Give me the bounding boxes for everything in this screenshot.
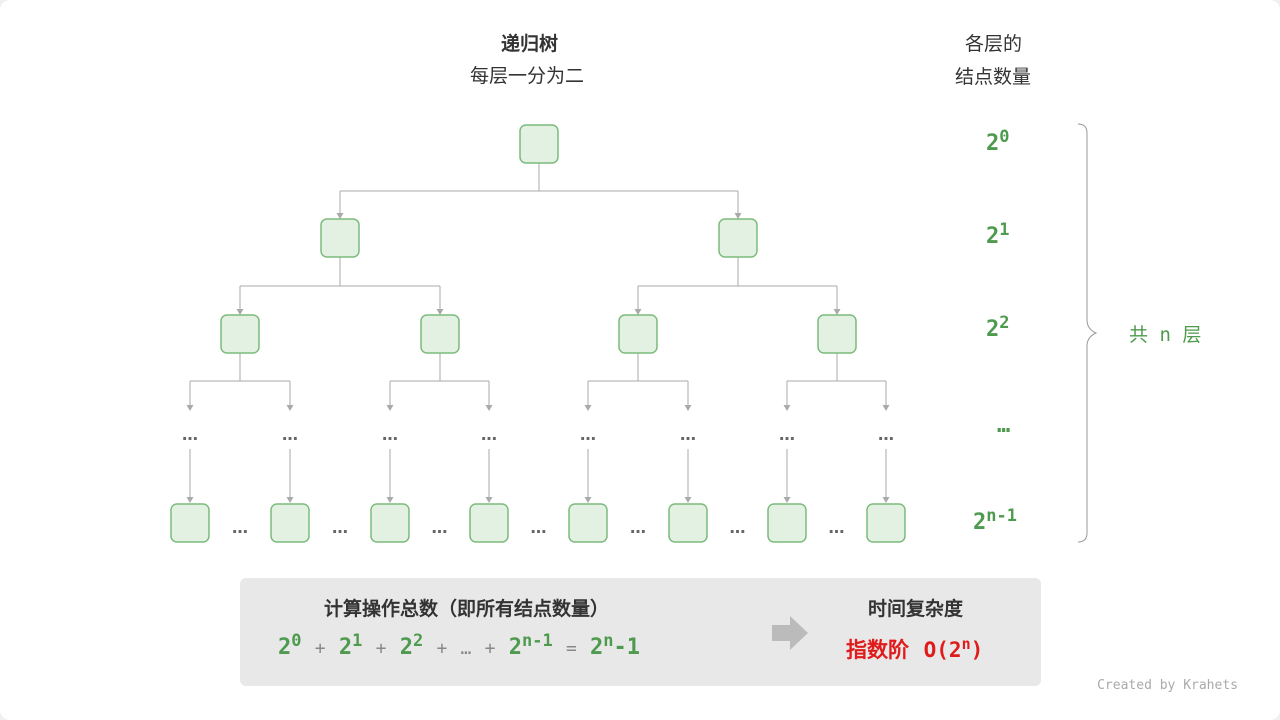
brace bbox=[1077, 123, 1098, 543]
ellipsis: … bbox=[232, 518, 248, 537]
level-count-ellipsis: … bbox=[997, 413, 1011, 438]
arrow-head bbox=[186, 405, 194, 411]
arrow-head bbox=[286, 497, 294, 503]
tree-node bbox=[817, 314, 857, 354]
arrow-head bbox=[882, 405, 890, 411]
arrow-head bbox=[336, 213, 344, 219]
tree-node bbox=[718, 218, 758, 258]
complexity-title: 时间复杂度 bbox=[868, 598, 964, 620]
arrow-head bbox=[485, 497, 493, 503]
tree-node bbox=[220, 314, 260, 354]
levels-title-2: 结点数量 bbox=[955, 66, 1032, 88]
ellipsis: … bbox=[432, 518, 448, 537]
summary-formula: 20 + 21 + 22 + … + 2n-1 = 2n-1 bbox=[278, 631, 641, 660]
ellipsis: … bbox=[382, 425, 398, 444]
term-2: 22 bbox=[399, 631, 424, 660]
ellipsis: … bbox=[531, 518, 547, 537]
tree-title: 递归树 bbox=[501, 33, 559, 55]
tree-node bbox=[420, 314, 460, 354]
tree-subtitle: 每层一分为二 bbox=[470, 65, 585, 87]
summary-title: 计算操作总数（即所有结点数量） bbox=[324, 598, 610, 620]
tree-node bbox=[270, 503, 310, 543]
arrow-head bbox=[882, 497, 890, 503]
ellipsis: … bbox=[730, 518, 746, 537]
tree-node bbox=[767, 503, 807, 543]
arrow-head bbox=[584, 405, 592, 411]
tree-node bbox=[568, 503, 608, 543]
levels-title-1: 各层的 bbox=[965, 33, 1023, 55]
ellipsis: … bbox=[332, 518, 348, 537]
tree-node bbox=[519, 124, 559, 164]
arrow-head bbox=[783, 497, 791, 503]
ellipsis: … bbox=[878, 425, 894, 444]
level-count-1: 21 bbox=[986, 220, 1010, 249]
arrow-head bbox=[684, 405, 692, 411]
arrow-head bbox=[236, 309, 244, 315]
arrow-head bbox=[684, 497, 692, 503]
arrow-head bbox=[634, 309, 642, 315]
arrow-head bbox=[485, 405, 493, 411]
term-0: 20 bbox=[278, 631, 302, 660]
summary-panel: 计算操作总数（即所有结点数量） 20 + 21 + 22 + … + 2n-1 … bbox=[240, 578, 1041, 686]
ellipsis: … bbox=[182, 425, 198, 444]
complexity-value: 指数阶 O(2n) bbox=[846, 635, 984, 662]
tree-node bbox=[370, 503, 410, 543]
tree-node bbox=[469, 503, 509, 543]
ellipsis: … bbox=[779, 425, 795, 444]
tree-node bbox=[170, 503, 210, 543]
level-count-2: 22 bbox=[986, 313, 1010, 342]
arrow-head bbox=[286, 405, 294, 411]
level-count-0: 20 bbox=[986, 127, 1010, 156]
arrow-head bbox=[186, 497, 194, 503]
term-last: 2n-1 bbox=[508, 631, 553, 660]
brace-label: 共 n 层 bbox=[1129, 324, 1202, 346]
ellipsis: … bbox=[282, 425, 298, 444]
ellipsis: … bbox=[680, 425, 696, 444]
result: 2n-1 bbox=[590, 631, 641, 660]
level-count-last: 2n-1 bbox=[973, 506, 1017, 535]
arrow-head bbox=[386, 497, 394, 503]
arrow-head bbox=[584, 497, 592, 503]
arrow-head bbox=[734, 213, 742, 219]
arrow-head bbox=[833, 309, 841, 315]
arrow-head bbox=[436, 309, 444, 315]
ellipsis: … bbox=[630, 518, 646, 537]
tree-node bbox=[320, 218, 360, 258]
term-1: 21 bbox=[338, 631, 363, 660]
tree-node bbox=[668, 503, 708, 543]
ellipsis: … bbox=[829, 518, 845, 537]
tree-node bbox=[618, 314, 658, 354]
arrow-right-icon bbox=[772, 616, 808, 650]
ellipsis: … bbox=[580, 425, 596, 444]
credit: Created by Krahets bbox=[1097, 678, 1238, 693]
arrow-head bbox=[783, 405, 791, 411]
ellipsis: … bbox=[481, 425, 497, 444]
tree-node bbox=[866, 503, 906, 543]
arrow-head bbox=[386, 405, 394, 411]
